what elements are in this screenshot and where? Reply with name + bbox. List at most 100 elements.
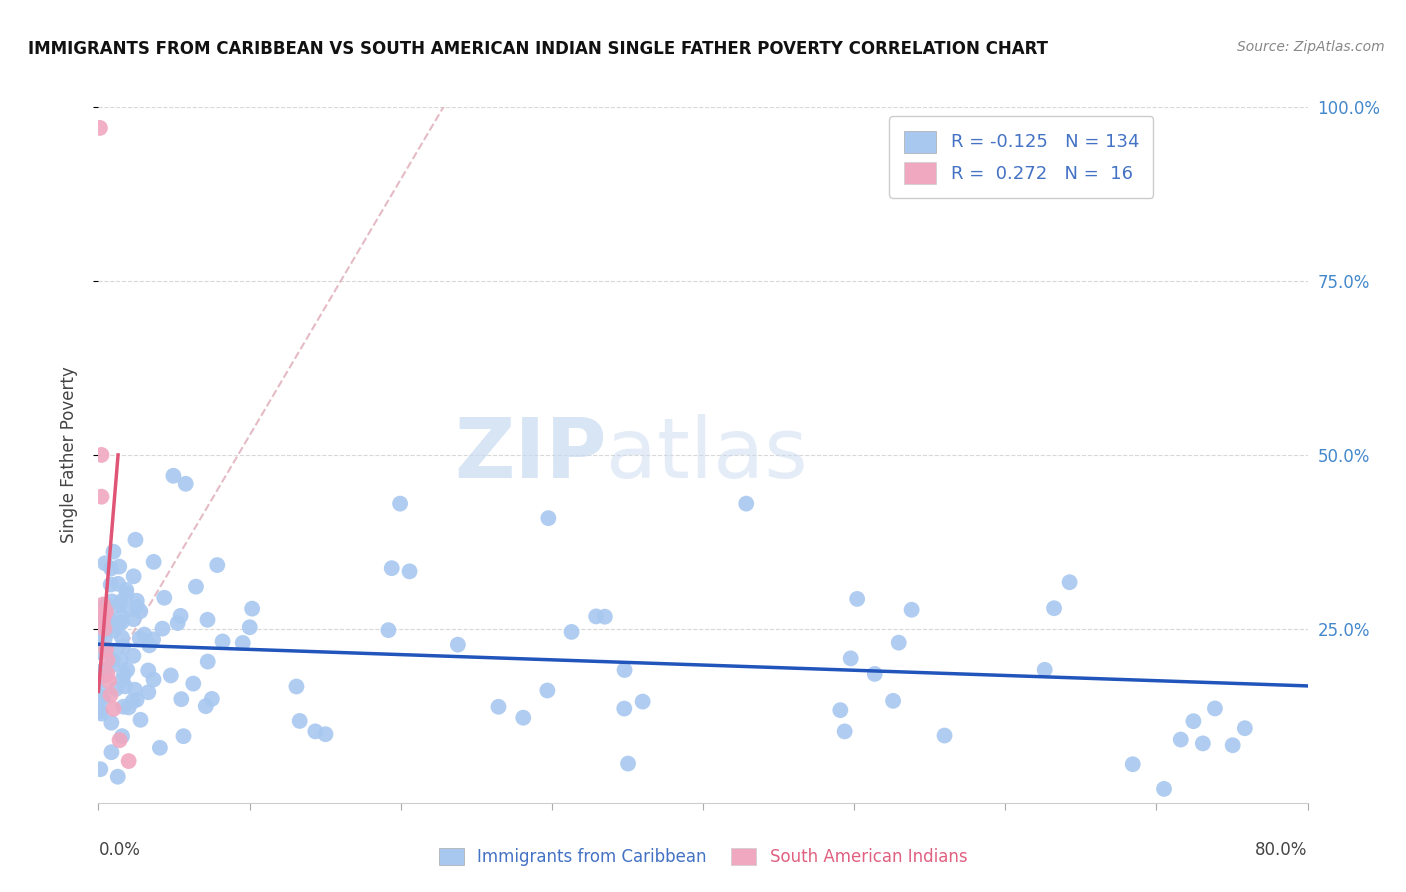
Point	[830, 703, 852, 717]
Point	[98, 674, 121, 689]
Point	[100, 715, 122, 730]
Point	[125, 693, 148, 707]
Point	[174, 476, 197, 491]
Point	[1204, 701, 1226, 715]
Point	[1233, 721, 1256, 735]
Point	[89, 704, 111, 718]
Point	[389, 497, 412, 511]
Point	[381, 561, 404, 575]
Point	[111, 631, 134, 645]
Point	[585, 609, 607, 624]
Point	[735, 497, 758, 511]
Point	[90, 690, 112, 705]
Point	[100, 688, 122, 702]
Point	[232, 636, 254, 650]
Point	[105, 681, 128, 696]
Point	[90, 670, 112, 684]
Point	[882, 694, 904, 708]
Point	[103, 702, 125, 716]
Point	[90, 490, 112, 504]
Point	[197, 613, 219, 627]
Point	[111, 615, 134, 629]
Point	[169, 608, 191, 623]
Point	[201, 692, 224, 706]
Point	[103, 544, 125, 558]
Point	[101, 658, 124, 673]
Point	[846, 591, 869, 606]
Point	[101, 653, 124, 667]
Point	[90, 448, 112, 462]
Point	[89, 645, 111, 659]
Text: 80.0%: 80.0%	[1256, 841, 1308, 859]
Point	[900, 603, 922, 617]
Point	[91, 598, 114, 612]
Point	[613, 663, 636, 677]
Point	[1192, 736, 1215, 750]
Point	[239, 620, 262, 634]
Point	[207, 558, 229, 573]
Point	[89, 629, 111, 643]
Point	[159, 668, 181, 682]
Point	[211, 634, 233, 648]
Point	[101, 618, 124, 632]
Point	[134, 627, 156, 641]
Point	[127, 599, 149, 614]
Point	[112, 640, 135, 654]
Point	[89, 618, 111, 632]
Point	[94, 605, 117, 619]
Point	[96, 653, 118, 667]
Point	[93, 607, 115, 622]
Point	[91, 691, 114, 706]
Point	[108, 599, 131, 613]
Point	[97, 610, 120, 624]
Point	[304, 724, 326, 739]
Point	[1043, 601, 1066, 615]
Point	[129, 604, 152, 618]
Point	[240, 601, 263, 615]
Point	[162, 468, 184, 483]
Point	[96, 622, 118, 636]
Point	[107, 577, 129, 591]
Point	[115, 587, 138, 601]
Point	[98, 646, 121, 660]
Legend: R = -0.125   N = 134, R =  0.272   N =  16: R = -0.125 N = 134, R = 0.272 N = 16	[889, 116, 1153, 198]
Point	[285, 680, 308, 694]
Point	[138, 685, 160, 699]
Point	[197, 655, 219, 669]
Point	[89, 120, 111, 135]
Point	[593, 609, 616, 624]
Point	[1222, 738, 1244, 752]
Point	[89, 685, 111, 699]
Point	[142, 555, 165, 569]
Point	[118, 754, 141, 768]
Point	[122, 612, 145, 626]
Point	[122, 569, 145, 583]
Point	[839, 651, 862, 665]
Point	[101, 594, 124, 608]
Point	[125, 594, 148, 608]
Point	[887, 635, 910, 649]
Point	[121, 694, 143, 708]
Point	[93, 622, 115, 636]
Text: Source: ZipAtlas.com: Source: ZipAtlas.com	[1237, 40, 1385, 54]
Point	[142, 632, 165, 647]
Point	[120, 602, 142, 616]
Point	[112, 699, 135, 714]
Point	[112, 666, 135, 681]
Point	[1059, 575, 1081, 590]
Point	[107, 770, 129, 784]
Point	[90, 706, 112, 721]
Point	[136, 664, 159, 678]
Point	[613, 701, 636, 715]
Point	[1033, 663, 1056, 677]
Point	[142, 673, 165, 687]
Y-axis label: Single Father Poverty: Single Father Poverty	[59, 367, 77, 543]
Point	[863, 667, 886, 681]
Point	[108, 733, 131, 747]
Point	[93, 667, 115, 681]
Point	[91, 614, 114, 628]
Point	[100, 745, 122, 759]
Point	[108, 559, 131, 574]
Point	[488, 699, 510, 714]
Point	[128, 631, 150, 645]
